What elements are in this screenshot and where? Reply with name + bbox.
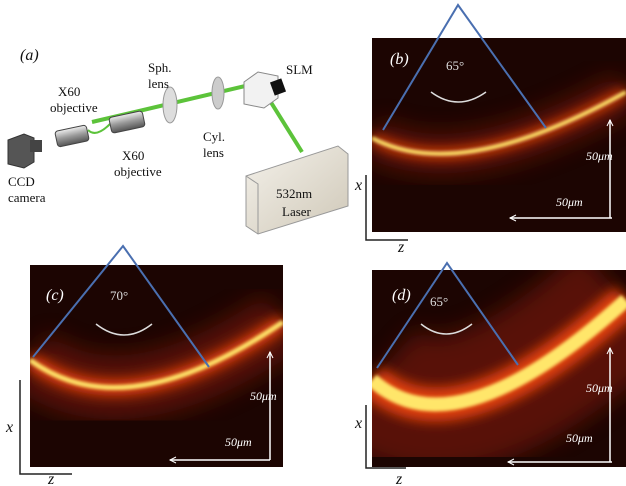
panel-label: (c) <box>46 287 64 304</box>
panel-label: (a) <box>20 47 39 64</box>
objective <box>109 111 146 134</box>
component-label: Sph.lens <box>148 60 171 91</box>
angle-label: 65° <box>446 58 464 73</box>
image-panel <box>372 38 626 232</box>
panel-label: (d) <box>392 287 411 304</box>
camera-lens <box>30 140 42 152</box>
scale-label: 50μm <box>556 195 583 209</box>
cyl-lens <box>212 77 224 109</box>
component-label: SLM <box>286 62 313 77</box>
scale-label: 50μm <box>566 431 593 445</box>
axis-label: z <box>395 471 403 486</box>
axis-label: z <box>47 471 55 486</box>
panel-label: (b) <box>390 51 409 68</box>
objective <box>55 125 90 147</box>
scale-label: 50μm <box>250 389 277 403</box>
sph-lens <box>163 87 177 123</box>
axis-label: z <box>397 239 405 256</box>
panel-image <box>372 38 626 232</box>
figure: (a) X60objective Sph.lens SLM Cyl.lens X… <box>0 0 626 486</box>
scale-label: 50μm <box>586 149 613 163</box>
axis-label: x <box>354 177 362 194</box>
scale-label: 50μm <box>225 435 252 449</box>
beam-path <box>88 124 110 133</box>
angle-label: 65° <box>430 294 448 309</box>
axis-label: x <box>5 419 13 436</box>
component-label: Cyl.lens <box>203 129 225 160</box>
axis-label: x <box>354 415 362 432</box>
scale-label: 50μm <box>586 381 613 395</box>
angle-label: 70° <box>110 288 128 303</box>
